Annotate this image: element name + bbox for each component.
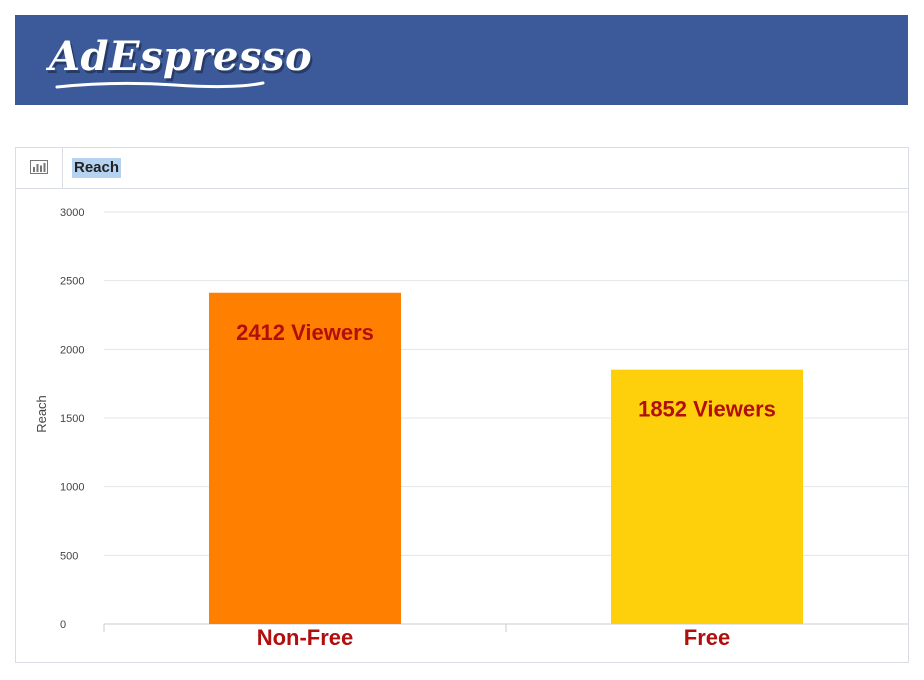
category-label: Non-Free [257, 625, 354, 650]
panel-header: Reach [16, 148, 908, 189]
bar-free [611, 369, 803, 624]
y-tick-label: 1500 [60, 413, 84, 425]
y-tick-label: 500 [60, 550, 78, 562]
chart-type-button[interactable] [16, 148, 63, 188]
category-label: Free [684, 625, 730, 650]
adespresso-logo: AdEspresso [49, 33, 313, 80]
bar-non-free [209, 292, 401, 624]
y-tick-label: 1000 [60, 482, 84, 494]
y-tick-label: 2500 [60, 276, 84, 288]
logo-swash [55, 81, 265, 89]
y-tick-label: 3000 [60, 207, 84, 219]
chart-panel: Reach 0 500 1000 1500 2000 2500 3000 Reach 2412… [15, 147, 909, 663]
y-axis-label: Reach [34, 395, 49, 433]
y-tick-label: 2000 [60, 344, 84, 356]
header-banner: AdEspresso [15, 15, 908, 105]
reach-bar-chart: 0 500 1000 1500 2000 2500 3000 Reach 2412 Viewe… [34, 207, 908, 650]
data-label: 1852 Viewers [638, 397, 776, 422]
data-label: 2412 Viewers [236, 320, 374, 345]
panel-title: Reach [72, 158, 122, 178]
y-tick-label: 0 [60, 619, 66, 631]
bar-chart-icon [30, 160, 48, 174]
